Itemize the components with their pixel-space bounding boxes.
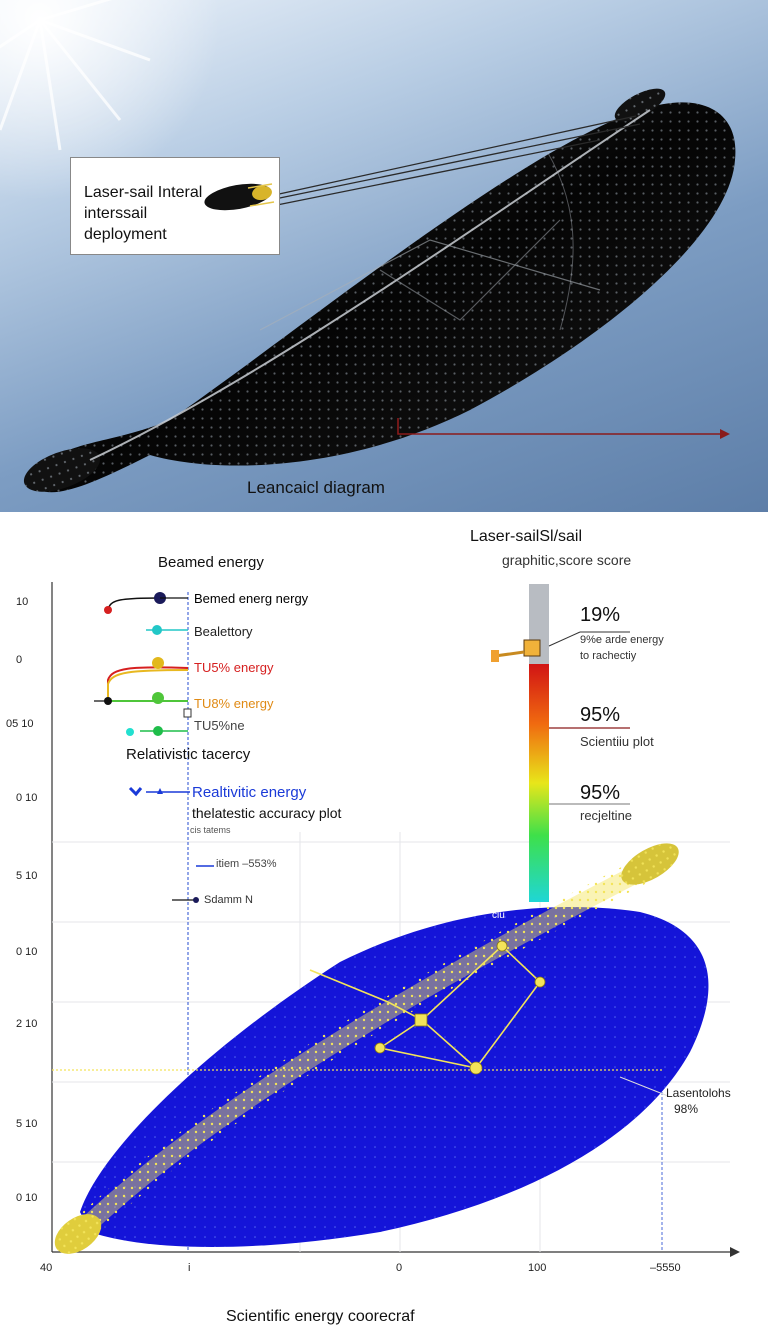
annotation-value-2: 95% [580,704,621,726]
legend-item-tu8-energy: TU8% energy [194,696,274,711]
header-line-1: Laser-sailSl/sail [470,528,583,545]
y-tick-2: 0 [16,654,23,666]
marker-label: Sdamm N [204,894,253,906]
accuracy-small-label: cis tatems [190,825,231,835]
callout-line-2: interssail [84,205,148,222]
legend-item-bealettory: Bealettory [194,624,253,639]
y-tick-6: 0 10 [16,946,38,958]
annotation-text-1a: 9%e arde energy [580,634,664,646]
legend-item-tu5-energy: TU5% energy [194,660,274,675]
legend-title: Beamed energy [158,554,264,571]
y-tick-9: 0 10 [16,1192,38,1204]
y-tick-8: 5 10 [16,1118,38,1130]
side-label-2: 98% [674,1102,699,1116]
annotation-value-3: 95% [580,782,621,804]
legend-item-bemed: Bemed energ nergy [194,591,309,606]
y-tick-5: 5 10 [16,870,38,882]
plot-axes [51,582,740,1257]
blue-line-label: itiem –553% [216,858,277,870]
sail-top-label: ciu [492,910,505,921]
y-tick-4: 0 10 [16,792,38,804]
spectrum-bar [491,584,630,902]
annotation-text-2: Scientiiu plot [580,734,654,749]
annotation-text-1b: to rachectiy [580,650,637,662]
side-label-1: Lasentolohs [666,1086,731,1100]
y-tick-7: 2 10 [16,1018,38,1030]
y-tick-3: 05 10 [6,718,34,730]
red-arrow [397,418,730,439]
energy-plot-panel: Laser-sailSl/sail graphitic,score score … [0,512,768,1344]
x-tick-2: i [188,1262,191,1274]
x-tick-3: 0 [396,1262,403,1274]
header-line-2: graphitic,score score [502,552,632,568]
sail-illustration-svg [0,0,736,493]
y-tick-1: 10 [16,596,29,608]
plot-graphics [51,582,740,1257]
legend-item-tu5ne: TU5%ne [194,718,245,733]
tether-lines [269,115,641,207]
blue-sail [52,843,709,1254]
callout-line-1: Laser-sail Interal [84,184,203,201]
legend-markers [94,592,214,903]
relativistic-energy-label: Realtivitic energy [192,784,307,801]
dark-sail [23,88,736,493]
x-tick-4: 100 [528,1262,547,1274]
top-caption: Leancaicl diagram [247,478,385,497]
callout-line-3: deployment [84,226,167,243]
callout-text: Laser-sail Interal interssail deployment [84,182,202,245]
laser-sail-illustration: Laser-sail Interal interssail deployment… [0,0,768,512]
relativistic-accuracy-label: Relativistic tacercy [126,746,251,763]
bottom-caption: Scientific energy coorecraf [226,1308,415,1325]
annotation-value-1: 19% [580,604,621,626]
x-tick-1: 40 [40,1262,53,1274]
sun-glare [0,0,220,200]
annotation-text-3: recjeltine [580,808,633,823]
accuracy-plot-label: thelatestic accuracy plot [192,805,342,821]
x-tick-5: –5550 [650,1262,681,1274]
